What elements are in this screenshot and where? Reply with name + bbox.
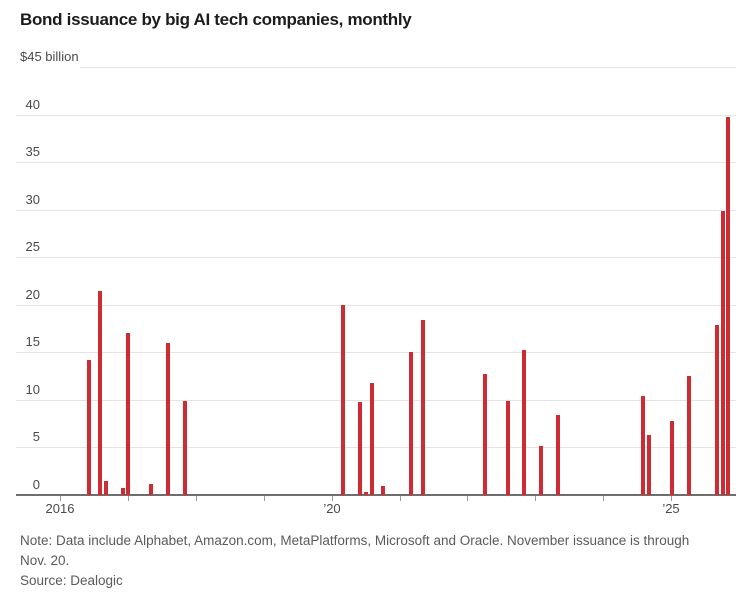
- x-tick: [60, 496, 61, 501]
- bar: [670, 421, 674, 495]
- bar: [522, 350, 526, 495]
- bar: [726, 117, 730, 495]
- bar: [506, 401, 510, 495]
- bar: [183, 401, 187, 495]
- y-tick-label: 40: [25, 97, 40, 112]
- gridline: [16, 162, 736, 163]
- x-tick: [332, 496, 333, 501]
- chart-footer: Note: Data include Alphabet, Amazon.com,…: [20, 531, 710, 591]
- bar: [87, 360, 91, 495]
- y-tick-label: 0: [32, 477, 40, 492]
- gridline: [16, 447, 736, 448]
- bar: [166, 343, 170, 495]
- bar: [358, 402, 362, 495]
- gridline: [16, 115, 736, 116]
- x-tick: [264, 496, 265, 501]
- chart-title: Bond issuance by big AI tech companies, …: [20, 10, 412, 29]
- x-tick: [128, 496, 129, 501]
- x-tick: [603, 496, 604, 501]
- bar: [370, 383, 374, 495]
- y-tick-label: 10: [25, 382, 40, 397]
- x-tick: [196, 496, 197, 501]
- y-tick-label: 35: [25, 144, 40, 159]
- bar: [149, 484, 153, 495]
- bar: [641, 396, 645, 495]
- source-text: Source: Dealogic: [20, 573, 123, 588]
- bar: [556, 415, 560, 495]
- bar: [647, 435, 651, 495]
- bar: [421, 320, 425, 495]
- gridline: [16, 257, 736, 258]
- gridline: [16, 400, 736, 401]
- bar: [126, 333, 130, 495]
- bar: [381, 486, 385, 495]
- y-tick-label: 5: [32, 429, 40, 444]
- x-tick: [400, 496, 401, 501]
- y-tick-label: 20: [25, 287, 40, 302]
- bar: [687, 376, 691, 495]
- bar: [364, 492, 368, 495]
- bar: [104, 481, 108, 495]
- gridline-top: [80, 67, 736, 68]
- bar: [721, 211, 725, 495]
- y-axis-unit-label: $45 billion: [20, 49, 79, 64]
- x-tick: [467, 496, 468, 501]
- bar: [98, 291, 102, 495]
- x-tick-label: ’20: [323, 501, 341, 516]
- bar: [483, 374, 487, 495]
- x-axis-line: [16, 494, 736, 496]
- x-tick: [535, 496, 536, 501]
- x-tick-label: ’25: [662, 501, 680, 516]
- gridline: [16, 210, 736, 211]
- x-tick-label: 2016: [45, 501, 75, 516]
- bar: [341, 305, 345, 495]
- gridline: [16, 352, 736, 353]
- note-text: Note: Data include Alphabet, Amazon.com,…: [20, 533, 690, 568]
- y-tick-label: 30: [25, 192, 40, 207]
- y-tick-label: 25: [25, 239, 40, 254]
- bar: [539, 446, 543, 495]
- bar: [121, 488, 125, 495]
- bar: [715, 325, 719, 495]
- bar: [409, 352, 413, 495]
- y-tick-label: 15: [25, 334, 40, 349]
- gridline: [16, 305, 736, 306]
- x-tick: [671, 496, 672, 501]
